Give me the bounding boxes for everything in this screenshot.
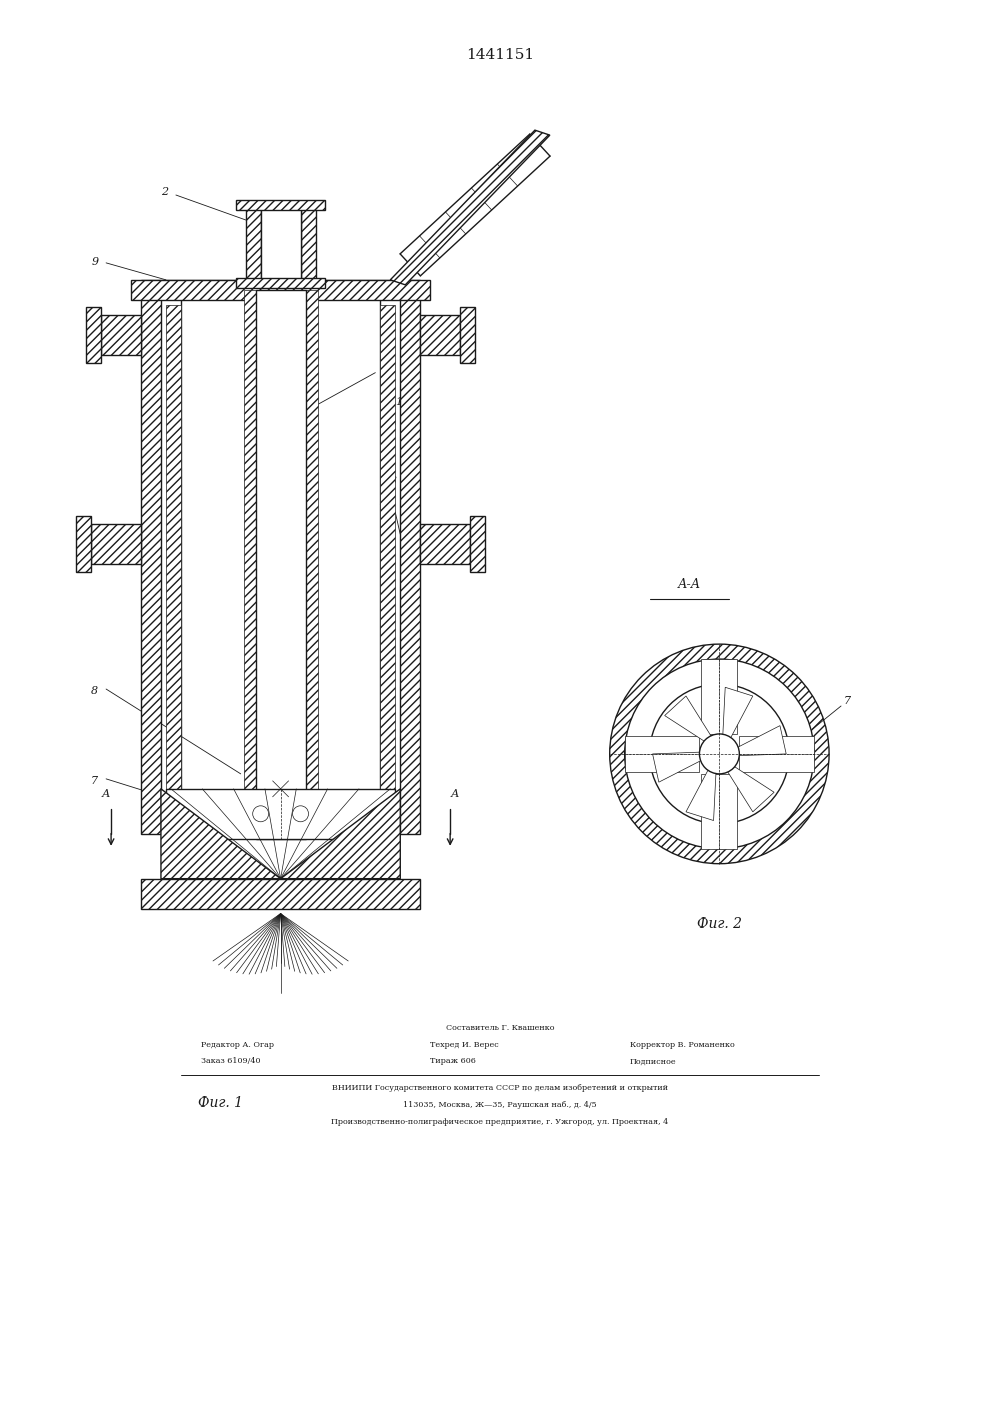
Text: 2: 2 bbox=[161, 187, 168, 197]
Text: 113035, Москва, Ж—35, Раушская наб., д. 4/5: 113035, Москва, Ж—35, Раушская наб., д. … bbox=[403, 1102, 597, 1109]
Bar bbox=[470, 516, 485, 573]
Bar bbox=[236, 277, 325, 288]
Bar bbox=[246, 205, 261, 280]
Bar bbox=[76, 516, 91, 573]
Circle shape bbox=[650, 684, 789, 824]
Text: 3: 3 bbox=[390, 477, 397, 486]
Text: 4: 4 bbox=[400, 506, 407, 516]
Text: 7: 7 bbox=[91, 776, 98, 786]
Text: Производственно-полиграфическое предприятие, г. Ужгород, ул. Проектная, 4: Производственно-полиграфическое предприя… bbox=[331, 1118, 669, 1126]
Bar bbox=[101, 315, 141, 355]
Text: Техред И. Верес: Техред И. Верес bbox=[430, 1041, 499, 1049]
Polygon shape bbox=[728, 766, 774, 812]
Bar bbox=[301, 205, 316, 280]
Polygon shape bbox=[738, 725, 786, 755]
Text: Заказ 6109/40: Заказ 6109/40 bbox=[201, 1058, 260, 1065]
Polygon shape bbox=[686, 771, 716, 820]
Circle shape bbox=[253, 806, 269, 822]
Text: А: А bbox=[451, 789, 459, 799]
Bar bbox=[244, 290, 256, 839]
Text: Фиг. 2: Фиг. 2 bbox=[697, 916, 742, 930]
Text: Редактор А. Огар: Редактор А. Огар bbox=[201, 1041, 274, 1049]
Polygon shape bbox=[701, 659, 737, 734]
Text: Составитель Г. Квашенко: Составитель Г. Квашенко bbox=[446, 1024, 554, 1032]
Circle shape bbox=[699, 734, 739, 773]
Text: 6: 6 bbox=[380, 366, 387, 376]
Text: 5: 5 bbox=[390, 846, 397, 855]
Bar bbox=[91, 525, 141, 564]
Text: Корректор В. Романенко: Корректор В. Романенко bbox=[630, 1041, 734, 1049]
Polygon shape bbox=[723, 687, 753, 738]
Bar bbox=[141, 280, 420, 294]
Bar bbox=[420, 315, 460, 355]
Text: Фиг. 1: Фиг. 1 bbox=[198, 1096, 243, 1110]
Text: 1: 1 bbox=[395, 396, 402, 407]
Polygon shape bbox=[625, 735, 699, 772]
Circle shape bbox=[610, 645, 829, 864]
Text: 7: 7 bbox=[844, 696, 851, 706]
Polygon shape bbox=[161, 789, 281, 878]
Bar bbox=[141, 294, 161, 834]
Polygon shape bbox=[739, 735, 814, 772]
Bar bbox=[420, 525, 470, 564]
Bar bbox=[261, 205, 301, 280]
Text: А-А: А-А bbox=[678, 578, 701, 591]
Bar bbox=[86, 307, 101, 362]
Bar bbox=[306, 290, 318, 839]
Polygon shape bbox=[281, 789, 400, 878]
Bar bbox=[166, 305, 181, 824]
Bar bbox=[460, 307, 475, 362]
Text: Подписное: Подписное bbox=[630, 1058, 676, 1065]
Polygon shape bbox=[665, 696, 711, 741]
Circle shape bbox=[625, 659, 814, 848]
Text: А: А bbox=[102, 789, 110, 799]
Text: Тираж 606: Тираж 606 bbox=[430, 1058, 476, 1065]
Bar bbox=[400, 294, 420, 834]
Text: 8: 8 bbox=[91, 686, 98, 696]
Polygon shape bbox=[701, 773, 737, 848]
Bar bbox=[236, 199, 325, 209]
Bar bbox=[380, 305, 395, 824]
Polygon shape bbox=[653, 752, 701, 782]
Text: 9: 9 bbox=[91, 257, 98, 267]
Bar bbox=[256, 290, 306, 839]
Bar bbox=[166, 789, 395, 839]
Bar bbox=[161, 294, 400, 834]
Circle shape bbox=[293, 806, 309, 822]
Text: 1441151: 1441151 bbox=[466, 48, 534, 62]
Text: ВНИИПИ Государственного комитета СССР по делам изобретений и открытий: ВНИИПИ Государственного комитета СССР по… bbox=[332, 1085, 668, 1092]
Polygon shape bbox=[390, 130, 550, 284]
Bar bbox=[131, 280, 430, 300]
Bar bbox=[141, 878, 420, 909]
